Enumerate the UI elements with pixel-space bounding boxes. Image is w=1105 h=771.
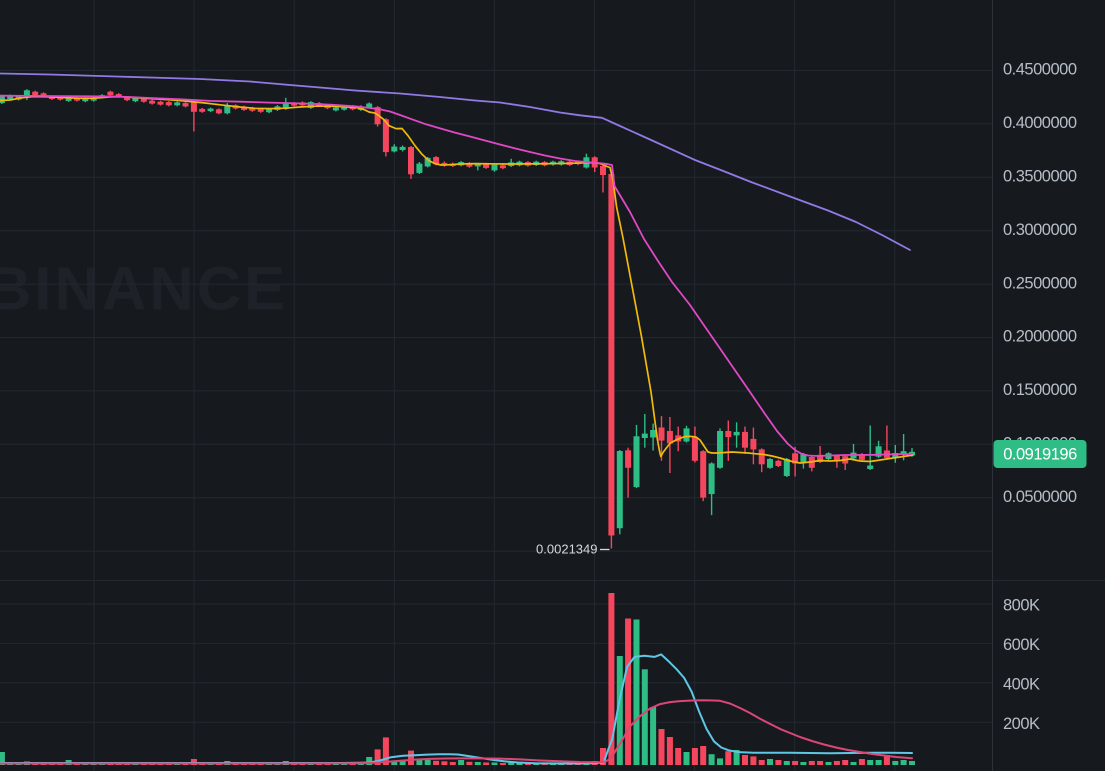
svg-text:600K: 600K xyxy=(1003,636,1040,654)
svg-text:800K: 800K xyxy=(1003,597,1040,615)
svg-text:0.2500000: 0.2500000 xyxy=(1003,274,1077,292)
svg-text:0.0500000: 0.0500000 xyxy=(1003,488,1077,506)
svg-text:400K: 400K xyxy=(1003,676,1040,694)
svg-text:0.4500000: 0.4500000 xyxy=(1003,61,1077,79)
svg-text:0.3500000: 0.3500000 xyxy=(1003,168,1077,186)
svg-text:0.0919196: 0.0919196 xyxy=(1003,446,1077,464)
svg-text:0.2000000: 0.2000000 xyxy=(1003,328,1077,346)
svg-text:BINANCE: BINANCE xyxy=(0,255,288,324)
svg-text:0.3000000: 0.3000000 xyxy=(1003,221,1077,239)
svg-text:0.1500000: 0.1500000 xyxy=(1003,381,1077,399)
svg-text:0.4000000: 0.4000000 xyxy=(1003,114,1077,132)
svg-text:0.0021349: 0.0021349 xyxy=(536,542,597,557)
svg-text:200K: 200K xyxy=(1003,715,1040,733)
